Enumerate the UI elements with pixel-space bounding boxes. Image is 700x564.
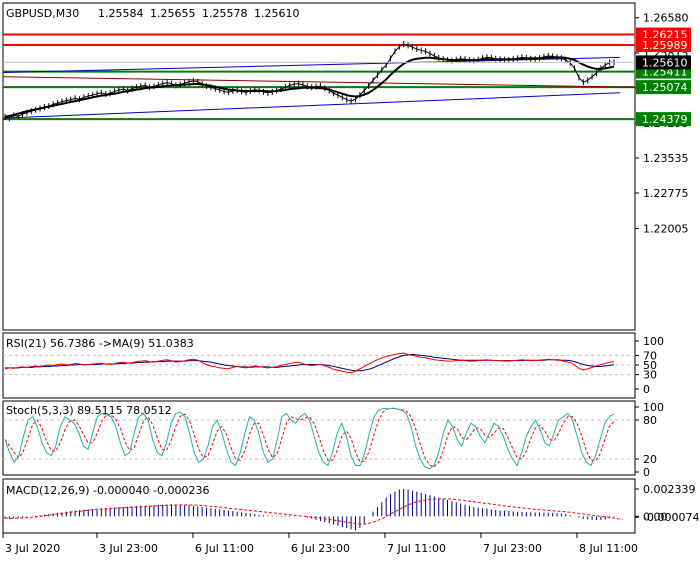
price-axis-label: 1.26580 — [643, 12, 689, 25]
rsi-axis-label: 30 — [643, 369, 657, 382]
macd-content: 0.002339 0.00-0.000074 — [4, 483, 699, 531]
level-price-tag — [636, 80, 691, 95]
stochastic-label: Stoch(5,3,3) 89.5115 78.0512 — [6, 404, 172, 417]
time-axis-label: 7 Jul 11:00 — [387, 542, 446, 555]
rsi-pane: RSI(21) 56.7386 ->MA(9) 51.0383 10070503… — [2, 332, 664, 399]
channel-mid-line — [2, 76, 636, 88]
level-price-label: 1.25989 — [642, 39, 688, 52]
ohlc-open: 1.25584 — [98, 7, 144, 20]
current-price-label: 1.25610 — [642, 56, 688, 69]
stoch-axis-label: 20 — [643, 453, 657, 466]
rsi-label: RSI(21) 56.7386 ->MA(9) 51.0383 — [6, 337, 194, 350]
rsi-axis-label: 70 — [643, 349, 657, 362]
macd-signal-line — [4, 498, 623, 525]
current-price-tag — [636, 55, 691, 70]
time-axis-label: 8 Jul 11:00 — [579, 542, 638, 555]
level-price-label: 1.25074 — [642, 81, 688, 94]
macd-pane-frame — [2, 478, 636, 534]
macd-axis-label: -0.000074 — [643, 511, 699, 524]
stoch-axis-label: 100 — [643, 401, 664, 414]
macd-pane: MACD(12,26,9) -0.000040 -0.000236 0.0023… — [2, 478, 699, 534]
time-axis-label: 6 Jul 23:00 — [291, 542, 350, 555]
ohlc-low: 1.25578 — [202, 7, 248, 20]
ohlc-high: 1.25655 — [150, 7, 196, 20]
stochastic-pane-frame — [2, 400, 636, 476]
rsi-line — [4, 352, 615, 374]
macd-axis-label: 0.00 — [643, 510, 668, 523]
rsi-axis-label: 0 — [643, 383, 650, 396]
stochastic-main-line — [4, 407, 615, 470]
symbol-label: GBPUSD,M30 — [6, 7, 79, 20]
macd-axis-label: 0.002339 — [643, 483, 696, 496]
stoch-axis-label: 0 — [643, 466, 650, 479]
price-axis-label: 1.22005 — [643, 222, 689, 235]
level-price-tag — [636, 112, 691, 127]
moving-average-line — [4, 56, 615, 118]
ohlc-close: 1.25610 — [254, 7, 300, 20]
channel-lower-line — [2, 92, 621, 119]
price-lines — [2, 40, 636, 122]
price-levels — [3, 33, 635, 121]
time-axis-label: 6 Jul 11:00 — [195, 542, 254, 555]
price-pane-frame — [2, 2, 636, 331]
price-axis-label: 1.23535 — [643, 152, 689, 165]
macd-label: MACD(12,26,9) -0.000040 -0.000236 — [6, 484, 209, 497]
level-price-label: 1.24379 — [642, 113, 688, 126]
time-axis: 3 Jul 2020 3 Jul 23:00 6 Jul 11:00 6 Jul 23… — [2, 533, 638, 555]
time-axis-label: 3 Jul 23:00 — [99, 542, 158, 555]
rsi-axis-label: 100 — [643, 335, 664, 348]
price-tags: 1.262151.259891.254111.250741.243791.256… — [636, 27, 691, 127]
time-axis-label: 3 Jul 2020 — [5, 542, 60, 555]
price-pane: GBPUSD,M30 1.25584 1.25655 1.25578 1.256… — [2, 2, 691, 331]
level-price-tag — [636, 37, 691, 52]
stoch-axis-label: 80 — [643, 414, 657, 427]
stochastic-signal-line — [4, 407, 615, 468]
price-axis-label: 1.22775 — [643, 187, 689, 200]
rsi-axis-label: 50 — [643, 359, 657, 372]
time-axis-label: 7 Jul 23:00 — [483, 542, 542, 555]
